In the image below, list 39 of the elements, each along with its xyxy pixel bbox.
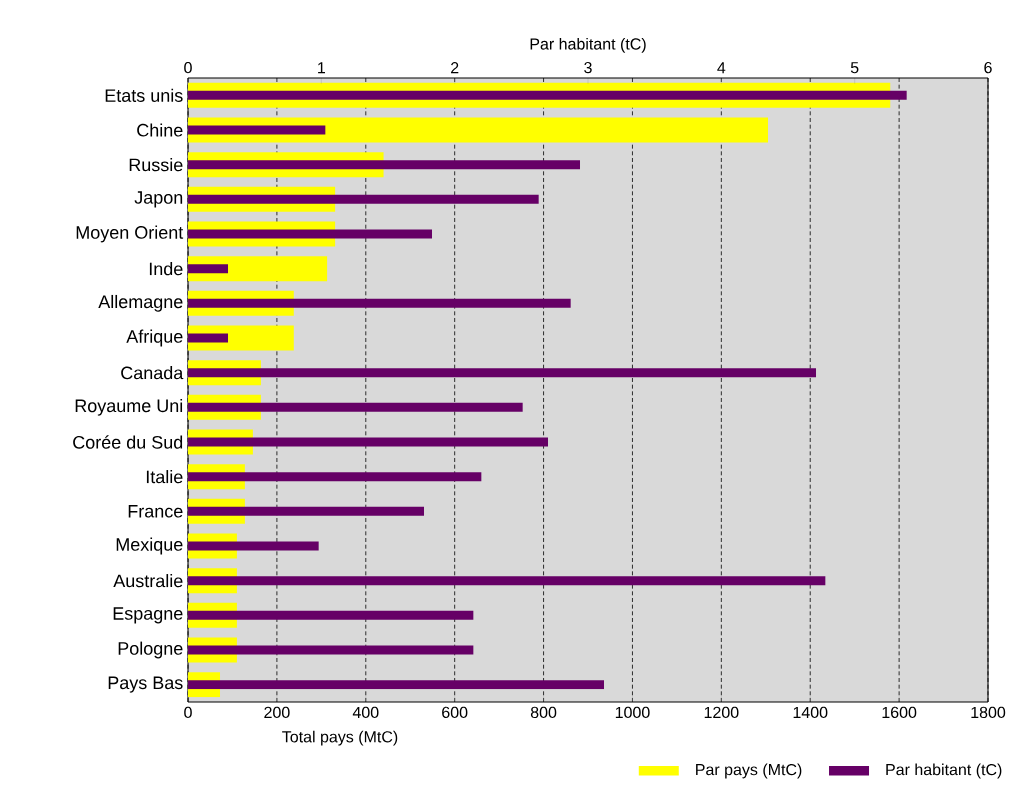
y-tick-label: Japon [134,191,183,208]
x2-tick-label: 5 [850,62,859,74]
x2-tick-label: 1 [318,62,326,74]
x2-tick-label: 3 [584,61,592,74]
y-tick-label: Pologne [118,641,183,659]
x2-tick-label: 2 [451,62,459,74]
x-tick-label: 1200 [704,706,739,719]
y-tick-label: Moyen Orient [76,225,184,243]
x-tick-label: 600 [442,706,468,719]
y-tick-label: Mexique [116,537,183,555]
y-tick-label: Royaume Uni [75,398,183,416]
y-tick-label: Afrique [126,329,183,347]
y-tick-label: Australie [113,574,183,588]
y-tick-label: Canada [121,366,184,380]
x-tick-label: 800 [530,706,557,719]
legend-label: Par pays (MtC) [696,763,802,779]
x-tick-label: 400 [352,706,379,719]
x2-tick-label: 6 [984,61,992,74]
x-tick-label: 200 [264,706,290,719]
x-axis-title: Total pays (MtC) [282,730,398,746]
x2-tick-label: 0 [184,61,192,74]
x2-axis-title: Par habitant (tC) [530,37,646,53]
y-tick-label: Inde [149,262,183,276]
y-tick-label: Pays Bas [108,676,183,693]
x2-tick-label: 4 [717,62,726,74]
y-tick-label: Chine [137,123,183,137]
legend-label: Par habitant (tC) [886,763,1002,779]
x-tick-label: 1000 [615,706,650,719]
y-tick-label: Corée du Sud [73,435,183,449]
x-tick-label: 1600 [882,706,917,719]
y-tick-label: France [128,505,183,518]
y-tick-label: Italie [146,470,183,484]
y-tick-label: Allemagne [98,294,183,312]
x-tick-label: 1800 [971,706,1006,719]
y-tick-label: Etats unis [105,88,183,102]
y-tick-label: Espagne [113,607,183,624]
y-tick-label: Russie [129,158,183,172]
x-tick-label: 1400 [793,706,828,719]
x-tick-label: 0 [184,706,192,719]
